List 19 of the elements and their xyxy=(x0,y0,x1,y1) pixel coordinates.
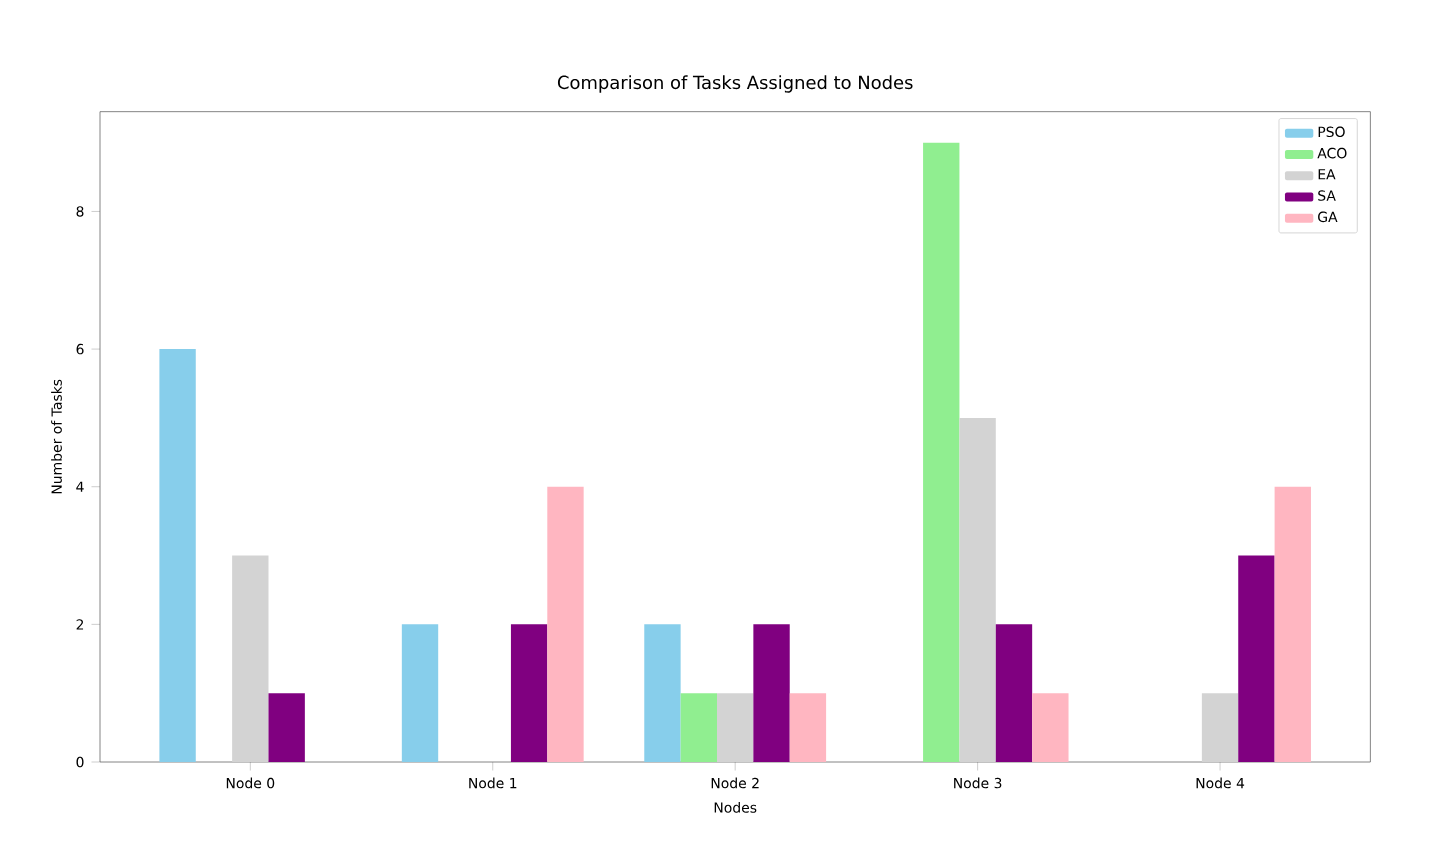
bar xyxy=(644,624,681,762)
bar xyxy=(753,624,790,762)
bar xyxy=(959,417,996,762)
bar xyxy=(1201,693,1239,762)
bar xyxy=(547,486,584,762)
bar xyxy=(232,555,269,762)
bar xyxy=(789,693,827,762)
bar xyxy=(159,349,196,762)
bar xyxy=(717,693,754,762)
bar xyxy=(401,624,439,762)
bar xyxy=(680,693,717,762)
bar xyxy=(923,142,960,762)
bar xyxy=(1032,693,1069,762)
bar xyxy=(1238,555,1275,762)
chart-title: Comparison of Tasks Assigned to Nodes xyxy=(557,75,913,93)
bar xyxy=(1274,486,1311,762)
bar xyxy=(510,624,548,762)
bar xyxy=(268,693,305,762)
bar xyxy=(995,624,1033,762)
